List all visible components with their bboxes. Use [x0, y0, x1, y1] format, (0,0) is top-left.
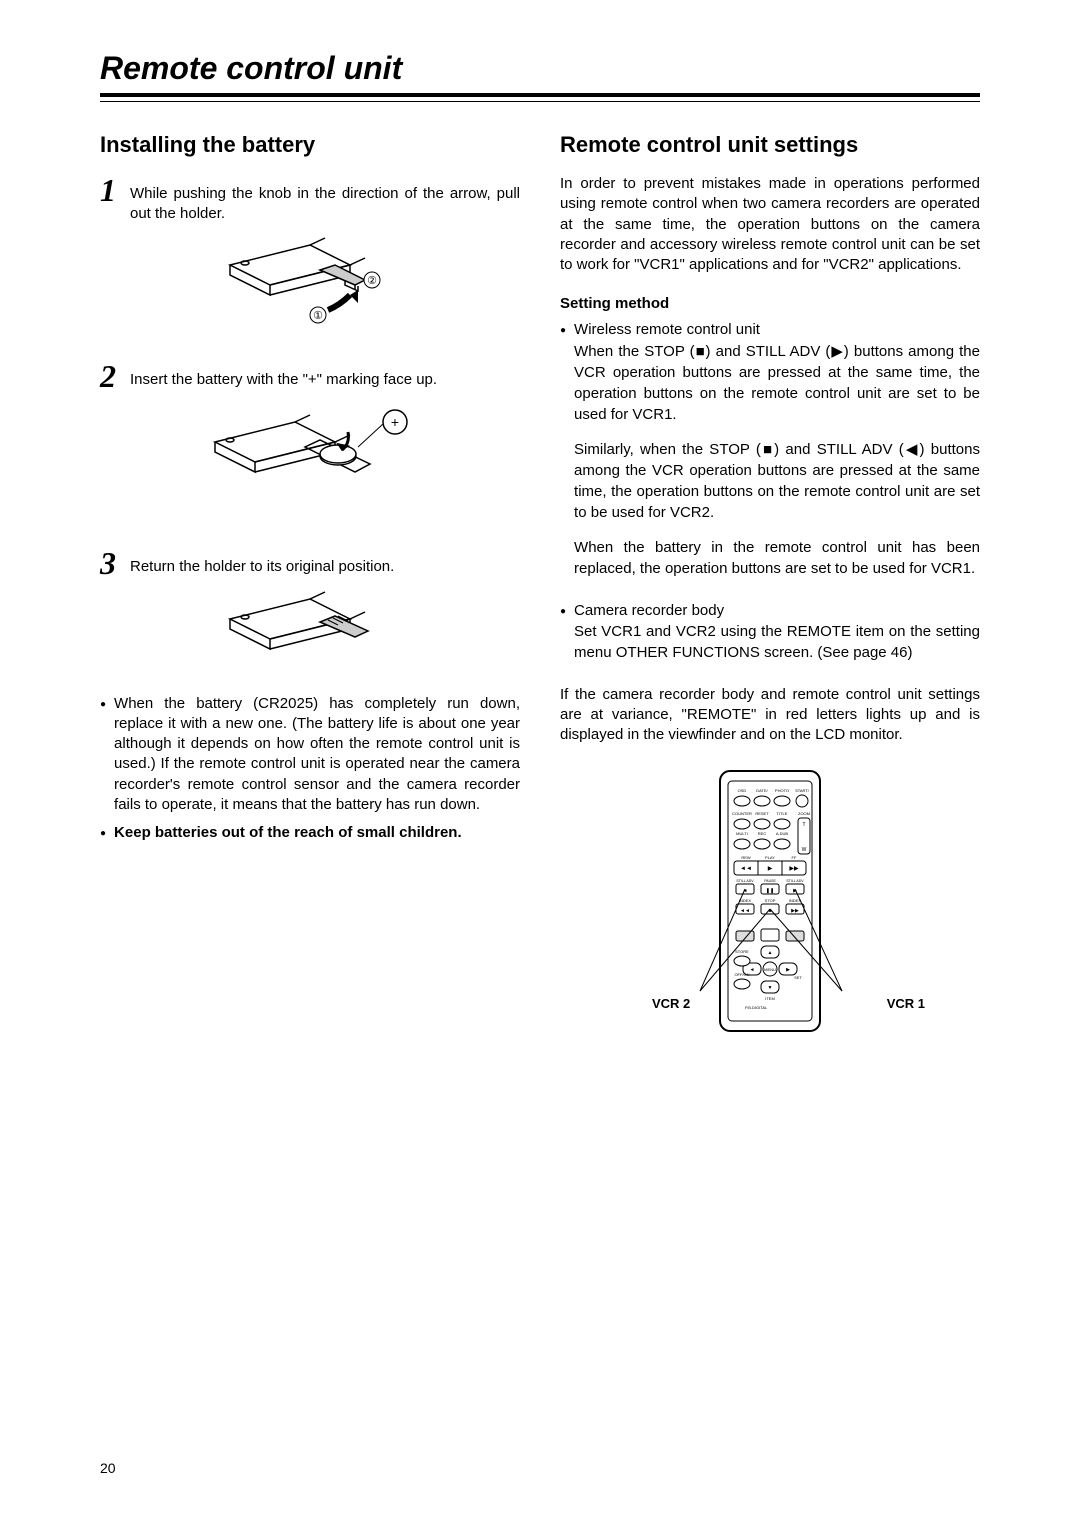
figure-1: ① ② — [100, 235, 520, 340]
svg-text:REC: REC — [758, 831, 767, 836]
setting-method-label: Setting method — [560, 295, 980, 312]
vcr1-label: VCR 1 — [887, 996, 925, 1011]
content-columns: Installing the battery 1 While pushing t… — [100, 132, 980, 1051]
svg-text:+: + — [391, 414, 399, 430]
installing-battery-heading: Installing the battery — [100, 132, 520, 158]
settings-note: If the camera recorder body and remote c… — [560, 685, 980, 746]
step-number: 2 — [100, 360, 122, 392]
svg-text:◄◄: ◄◄ — [740, 908, 750, 914]
item-para: Similarly, when the STOP (■) and STILL A… — [574, 439, 980, 523]
svg-text:T: T — [802, 822, 805, 828]
svg-text:STILL ADV: STILL ADV — [786, 879, 804, 883]
svg-text:OFF/ON: OFF/ON — [734, 972, 749, 977]
svg-text:▶▶: ▶▶ — [789, 866, 799, 872]
item-para: When the battery in the remote control u… — [574, 537, 980, 579]
right-column: Remote control unit settings In order to… — [560, 132, 980, 1051]
svg-text:PAUSE: PAUSE — [764, 879, 776, 883]
item-para: When the STOP (■) and STILL ADV (▶) butt… — [574, 341, 980, 425]
svg-text:❚❚: ❚❚ — [766, 888, 774, 894]
camera-body-item: Camera recorder body Set VCR1 and VCR2 u… — [560, 601, 980, 677]
step-number: 3 — [100, 547, 122, 579]
item-title: Wireless remote control unit — [574, 321, 760, 338]
note-text: When the battery (CR2025) has completely… — [114, 694, 520, 816]
svg-text:PHOTO: PHOTO — [775, 788, 789, 793]
svg-text:W: W — [802, 847, 807, 853]
vcr2-label: VCR 2 — [652, 996, 690, 1011]
svg-text:FF: FF — [792, 855, 797, 860]
battery-notes: When the battery (CR2025) has completely… — [100, 694, 520, 844]
svg-text:ITEM: ITEM — [765, 996, 775, 1001]
note-text: Keep batteries out of the reach of small… — [114, 823, 520, 843]
item-title: Camera recorder body — [574, 602, 724, 619]
settings-intro: In order to prevent mistakes made in ope… — [560, 174, 980, 275]
page-number: 20 — [100, 1460, 116, 1476]
step-text: Insert the battery with the "+" marking … — [130, 360, 437, 390]
svg-text:DATE/: DATE/ — [756, 788, 768, 793]
svg-text:P.B.DIGITAL: P.B.DIGITAL — [745, 1005, 768, 1010]
svg-text:②: ② — [367, 275, 377, 287]
svg-text:▶: ▶ — [786, 967, 790, 973]
setting-method-list: Wireless remote control unit When the ST… — [560, 320, 980, 677]
figure-3 — [100, 589, 520, 674]
svg-text:OSD: OSD — [738, 788, 747, 793]
svg-text:START/: START/ — [795, 788, 810, 793]
svg-text:TITLE: TITLE — [777, 811, 788, 816]
svg-text:MENU: MENU — [764, 967, 776, 972]
svg-text:MULTI: MULTI — [736, 831, 748, 836]
svg-text:PLAY: PLAY — [765, 855, 775, 860]
step-text: Return the holder to its original positi… — [130, 547, 394, 577]
step-1: 1 While pushing the knob in the directio… — [100, 174, 520, 225]
note-battery-life: When the battery (CR2025) has completely… — [100, 694, 520, 816]
step-text: While pushing the knob in the direction … — [130, 174, 520, 225]
svg-text:STOP: STOP — [765, 898, 776, 903]
svg-text:SET: SET — [794, 975, 802, 980]
svg-text:RESET: RESET — [755, 811, 769, 816]
svg-text:▼: ▼ — [768, 985, 773, 991]
svg-text:ZOOM: ZOOM — [798, 811, 810, 816]
svg-text:COUNTER: COUNTER — [732, 811, 752, 816]
svg-text:REW: REW — [741, 855, 751, 860]
svg-text:①: ① — [313, 310, 323, 322]
svg-text:▶▶: ▶▶ — [791, 908, 799, 914]
settings-heading: Remote control unit settings — [560, 132, 980, 158]
wireless-remote-item: Wireless remote control unit When the ST… — [560, 320, 980, 592]
svg-text:▶: ▶ — [768, 866, 773, 872]
svg-text:STORE: STORE — [735, 949, 749, 954]
title-underline — [100, 101, 980, 102]
item-para: Set VCR1 and VCR2 using the REMOTE item … — [574, 621, 980, 663]
remote-control-figure: OSD DATE/ PHOTO START/ COUNTER RESET TIT… — [560, 766, 980, 1051]
svg-text:A.DUB: A.DUB — [776, 831, 789, 836]
page-title: Remote control unit — [100, 50, 980, 97]
note-children-warning: Keep batteries out of the reach of small… — [100, 823, 520, 843]
step-2: 2 Insert the battery with the "+" markin… — [100, 360, 520, 392]
svg-text:STILL ADV: STILL ADV — [736, 879, 754, 883]
svg-text:◄: ◄ — [750, 967, 755, 973]
svg-text:▲: ▲ — [768, 950, 773, 956]
step-number: 1 — [100, 174, 122, 206]
figure-2: + — [100, 402, 520, 527]
svg-text:◄◄: ◄◄ — [740, 866, 752, 872]
step-3: 3 Return the holder to its original posi… — [100, 547, 520, 579]
left-column: Installing the battery 1 While pushing t… — [100, 132, 520, 1051]
